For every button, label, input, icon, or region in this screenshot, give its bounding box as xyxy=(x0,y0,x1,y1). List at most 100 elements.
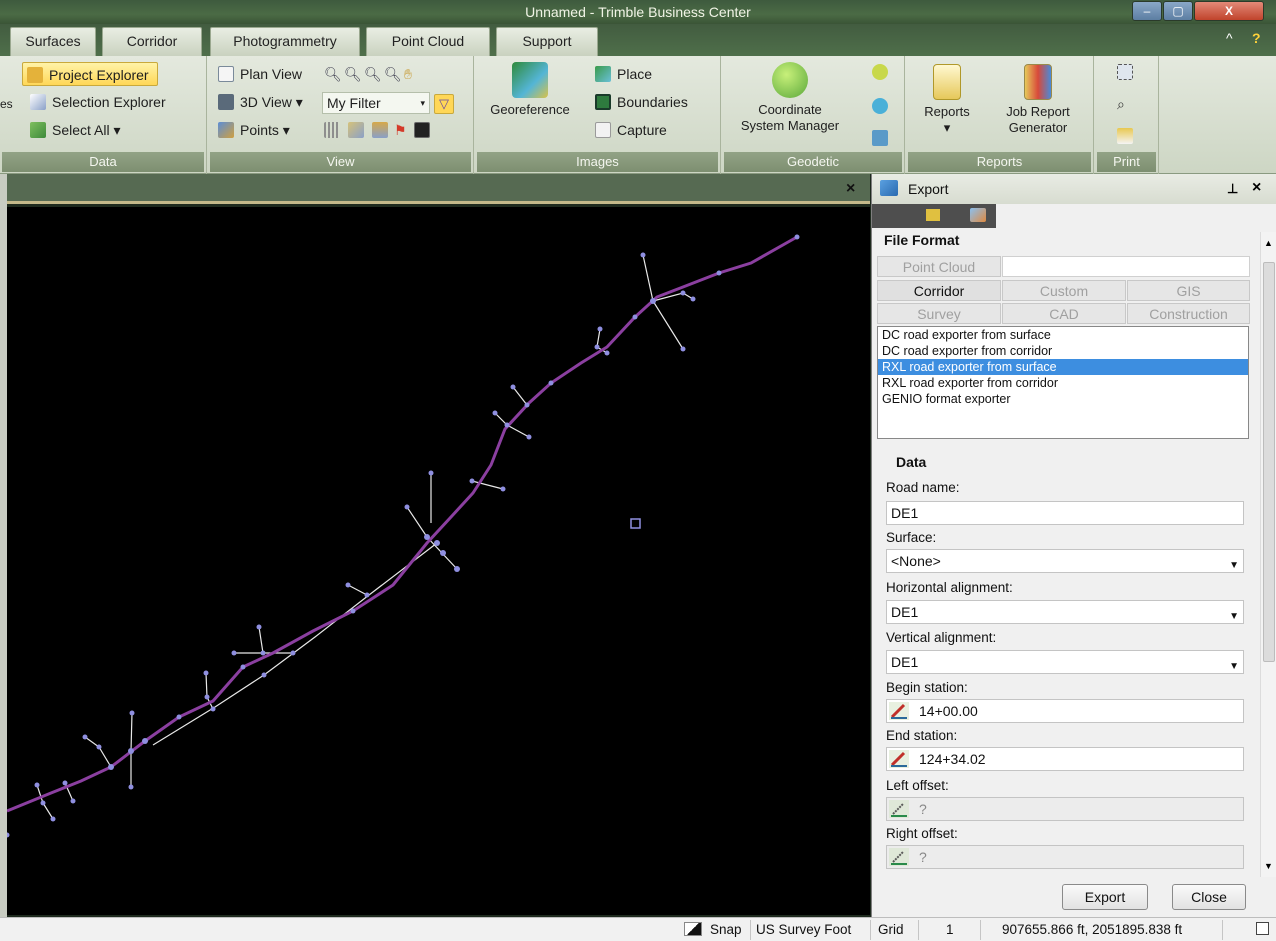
pin-icon[interactable]: ⊥ xyxy=(1227,181,1239,196)
plan-view-icon xyxy=(218,66,234,82)
format-tab-corridor[interactable]: Corridor xyxy=(877,280,1001,301)
zoom-window-icon[interactable]: 🔍︎ xyxy=(364,66,382,82)
print-preview-icon[interactable]: ⌕ xyxy=(1117,96,1125,112)
zoom-out-icon[interactable]: 🔍︎ xyxy=(344,66,362,82)
folder-icon[interactable] xyxy=(926,209,940,221)
georeference-icon xyxy=(512,62,548,98)
selected-point-marker[interactable] xyxy=(630,518,641,529)
points-button[interactable]: Points ▾ xyxy=(218,118,290,142)
georeference-button[interactable]: Georeference xyxy=(485,62,575,118)
minimize-button[interactable]: – xyxy=(1132,1,1162,21)
print-icon[interactable] xyxy=(1117,128,1133,144)
road-name-input[interactable]: DE1 xyxy=(886,501,1244,525)
export-icon xyxy=(880,180,898,196)
project-explorer-label: Project Explorer xyxy=(49,67,149,83)
capture-icon xyxy=(595,122,611,138)
export-panel-scrollbar[interactable]: ▲ ▼ xyxy=(1260,232,1276,877)
tab-surfaces[interactable]: Surfaces xyxy=(10,27,96,56)
tab-corridor[interactable]: Corridor xyxy=(102,27,202,56)
help-icon[interactable]: ? xyxy=(1252,30,1261,46)
zoom-in-icon[interactable]: 🔍︎ xyxy=(324,66,342,82)
exporter-item[interactable]: DC road exporter from corridor xyxy=(882,344,1053,358)
command-line-icon[interactable] xyxy=(414,122,430,138)
plan-view-canvas[interactable] xyxy=(4,207,870,915)
close-button[interactable]: Close xyxy=(1172,884,1246,910)
export-settings-icon[interactable] xyxy=(970,208,986,222)
exporter-item[interactable]: RXL road exporter from corridor xyxy=(882,376,1058,390)
maximize-button[interactable]: ▢ xyxy=(1163,1,1193,21)
reports-button[interactable]: Reports ▾ xyxy=(912,64,982,136)
project-explorer-button[interactable]: Project Explorer xyxy=(22,62,158,86)
grid-icon[interactable] xyxy=(324,122,340,138)
datum-icon[interactable] xyxy=(872,130,888,146)
format-tab-strip xyxy=(1002,256,1250,277)
snap-toggle[interactable]: Snap xyxy=(710,922,742,937)
surface-select[interactable]: <None> ▼ xyxy=(886,549,1244,573)
begin-station-input[interactable]: 14+00.00 xyxy=(886,699,1244,723)
exporter-item[interactable]: GENIO format exporter xyxy=(882,392,1011,406)
job-report-generator-button[interactable]: Job Report Generator xyxy=(990,64,1086,136)
units-display[interactable]: US Survey Foot xyxy=(756,922,852,937)
format-tab-construction[interactable]: Construction xyxy=(1127,303,1250,324)
exporter-item[interactable]: DC road exporter from surface xyxy=(882,328,1051,342)
right-offset-input[interactable]: ? xyxy=(886,845,1244,869)
tab-photogrammetry[interactable]: Photogrammetry xyxy=(210,27,360,56)
left-offset-input[interactable]: ? xyxy=(886,797,1244,821)
format-tab-survey[interactable]: Survey xyxy=(877,303,1001,324)
group-label-print: Print xyxy=(1097,152,1156,172)
horizontal-alignment-label: Horizontal alignment: xyxy=(886,580,1013,595)
boundaries-button[interactable]: Boundaries xyxy=(595,90,688,114)
select-all-button[interactable]: Select All ▾ xyxy=(30,118,121,142)
view-filter-select[interactable]: My Filter ▾ xyxy=(322,92,430,114)
projection-icon[interactable] xyxy=(872,98,888,114)
scroll-up-icon[interactable]: ▲ xyxy=(1264,238,1273,248)
place-button[interactable]: Place xyxy=(595,62,652,86)
exporter-item-selected[interactable]: RXL road exporter from surface xyxy=(878,359,1248,375)
print-area-icon[interactable] xyxy=(1117,64,1133,80)
horizontal-alignment-select[interactable]: DE1 ▼ xyxy=(886,600,1244,624)
snap-icon[interactable] xyxy=(684,922,702,936)
format-tab-custom[interactable]: Custom xyxy=(1002,280,1126,301)
coordinate-system-manager-label-2: System Manager xyxy=(740,118,840,133)
station-picker-icon[interactable] xyxy=(889,702,909,720)
format-tab-cad[interactable]: CAD xyxy=(1002,303,1126,324)
left-offset-value: ? xyxy=(919,801,927,817)
offset-picker-icon[interactable] xyxy=(889,800,909,818)
close-view-icon[interactable]: × xyxy=(846,180,856,197)
zoom-extents-icon[interactable]: 🔍︎ xyxy=(384,66,402,82)
coordinate-system-manager-label-1: Coordinate xyxy=(758,102,822,117)
format-tab-point-cloud[interactable]: Point Cloud xyxy=(877,256,1001,277)
station-picker-icon[interactable] xyxy=(889,750,909,768)
exporter-list[interactable]: DC road exporter from surface DC road ex… xyxy=(877,326,1249,439)
reports-label: Reports xyxy=(924,104,970,119)
fullscreen-toggle-icon[interactable] xyxy=(1256,922,1269,935)
chevron-down-icon: ▼ xyxy=(1229,611,1239,622)
scrollbar-thumb[interactable] xyxy=(1263,262,1275,662)
selection-explorer-button[interactable]: Selection Explorer xyxy=(30,90,166,114)
geoid-icon[interactable] xyxy=(872,64,888,80)
coordinate-system-manager-button[interactable]: Coordinate System Manager xyxy=(728,62,852,134)
scroll-down-icon[interactable]: ▼ xyxy=(1264,861,1273,871)
layers-icon[interactable] xyxy=(372,122,388,138)
export-button[interactable]: Export xyxy=(1062,884,1148,910)
vertical-alignment-select[interactable]: DE1 ▼ xyxy=(886,650,1244,674)
pan-hand-icon[interactable]: ✋︎ xyxy=(404,66,412,82)
3d-view-label: 3D View ▾ xyxy=(240,94,303,110)
vertical-alignment-value: DE1 xyxy=(891,654,919,670)
flag-icon[interactable]: ⚑ xyxy=(394,122,407,138)
tab-point-cloud[interactable]: Point Cloud xyxy=(366,27,490,56)
format-tab-gis[interactable]: GIS xyxy=(1127,280,1250,301)
end-station-input[interactable]: 124+34.02 xyxy=(886,747,1244,771)
capture-button[interactable]: Capture xyxy=(595,118,667,142)
right-offset-value: ? xyxy=(919,849,927,865)
measure-icon[interactable] xyxy=(348,122,364,138)
plan-view-button[interactable]: Plan View xyxy=(218,62,302,86)
offset-picker-icon[interactable] xyxy=(889,848,909,866)
chevron-down-icon: ▾ xyxy=(420,98,425,108)
close-panel-icon[interactable]: × xyxy=(1252,179,1262,196)
3d-view-button[interactable]: 3D View ▾ xyxy=(218,90,303,114)
close-window-button[interactable]: X xyxy=(1194,1,1264,21)
filter-icon[interactable]: ▽ xyxy=(434,94,454,114)
tab-support[interactable]: Support xyxy=(496,27,598,56)
collapse-ribbon-icon[interactable]: ^ xyxy=(1226,30,1233,46)
